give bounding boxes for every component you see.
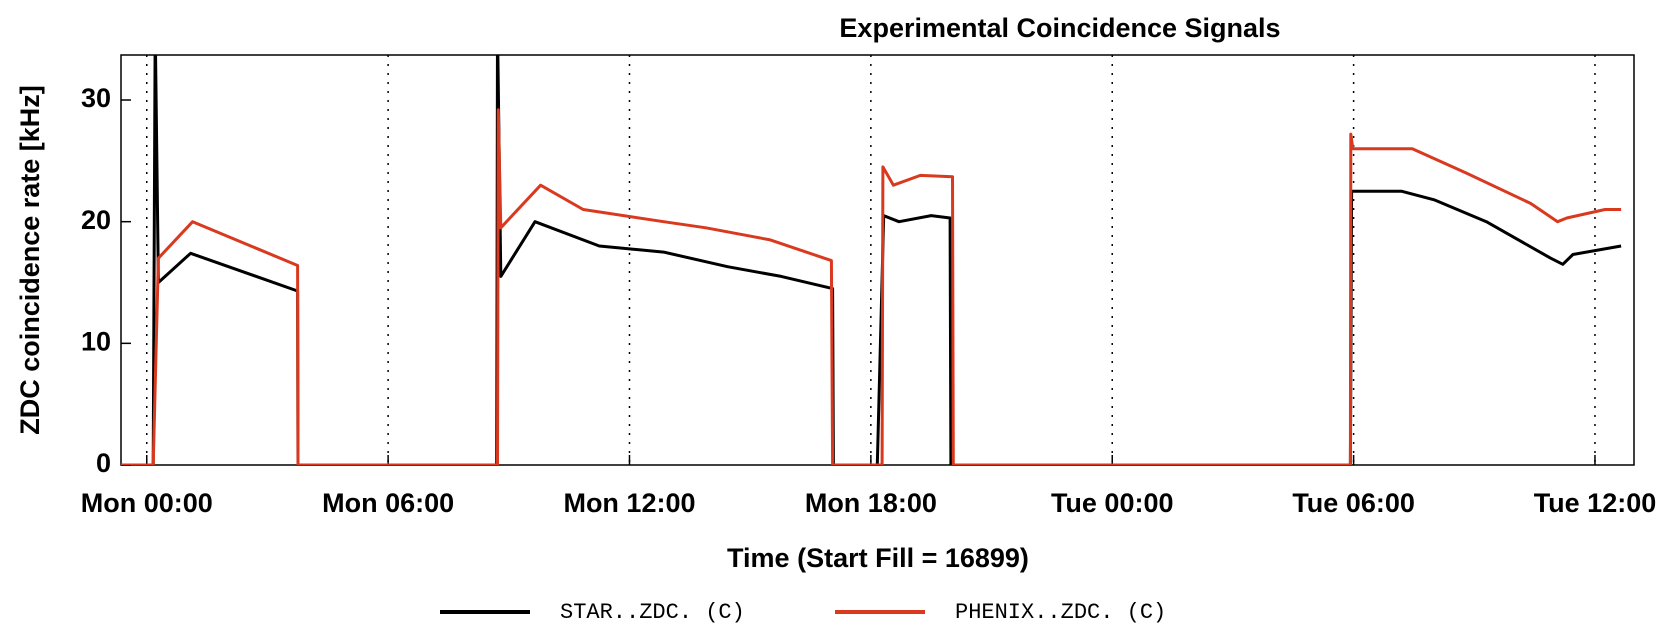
chart-title: Experimental Coincidence Signals (839, 13, 1280, 43)
x-tick-label: Mon 12:00 (563, 488, 695, 518)
y-tick-label: 20 (81, 205, 111, 235)
x-tick-label: Tue 00:00 (1051, 488, 1174, 518)
x-tick-label: Tue 12:00 (1534, 488, 1657, 518)
x-tick-label: Mon 18:00 (805, 488, 937, 518)
x-tick-label: Tue 06:00 (1292, 488, 1415, 518)
plot-area (121, 55, 1622, 465)
legend-label: PHENIX..ZDC. (C) (955, 600, 1166, 625)
legend-label: STAR..ZDC. (C) (560, 600, 745, 625)
y-tick-label: 0 (96, 448, 111, 478)
y-tick-label: 30 (81, 83, 111, 113)
y-axis-label: ZDC coincidence rate [kHz] (15, 85, 45, 435)
x-tick-label: Mon 06:00 (322, 488, 454, 518)
x-tick-label: Mon 00:00 (81, 488, 213, 518)
y-tick-label: 10 (81, 326, 111, 356)
series-line (121, 108, 1622, 465)
x-axis-label: Time (Start Fill = 16899) (727, 543, 1029, 573)
